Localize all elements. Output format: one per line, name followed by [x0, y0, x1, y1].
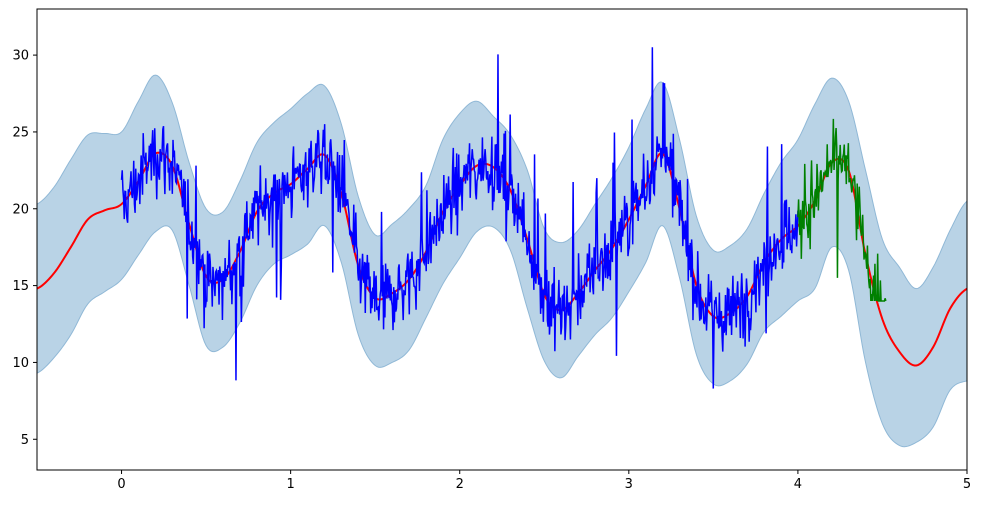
- y-axis: 5 10 15 20 25 30: [12, 49, 37, 448]
- y-tick-label: 25: [12, 125, 29, 140]
- plot-area: [37, 47, 967, 448]
- confidence-band: [37, 74, 967, 448]
- x-tick-label: 5: [963, 477, 971, 492]
- y-tick-label: 30: [12, 49, 29, 64]
- y-tick-label: 10: [12, 356, 29, 371]
- y-tick-label: 20: [12, 202, 29, 217]
- x-tick-label: 1: [286, 477, 294, 492]
- x-tick-label: 4: [794, 477, 802, 492]
- y-tick-label: 15: [12, 279, 29, 294]
- y-tick-label: 5: [21, 433, 29, 448]
- x-tick-label: 2: [456, 477, 464, 492]
- axes-frame: [36, 8, 968, 471]
- observed-series-line: [120, 47, 799, 389]
- x-axis: 0 1 2 3 4 5: [117, 470, 971, 492]
- test-series-line: [797, 118, 887, 302]
- x-tick-label: 3: [625, 477, 633, 492]
- x-tick-label: 0: [117, 477, 125, 492]
